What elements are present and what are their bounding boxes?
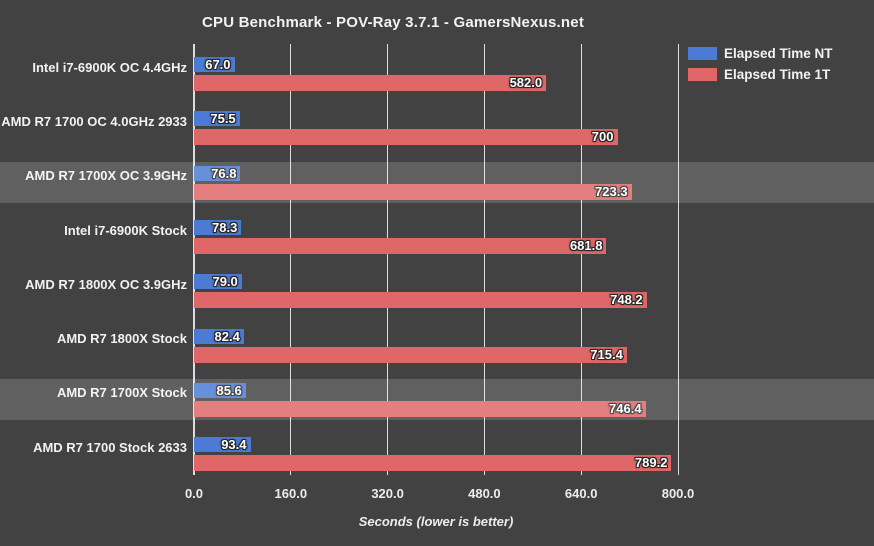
legend: Elapsed Time NT Elapsed Time 1T bbox=[688, 47, 833, 89]
bar-elapsed-1t: 700 bbox=[194, 129, 618, 146]
bar-elapsed-nt: 75.5 bbox=[194, 111, 240, 127]
x-axis-label: Seconds (lower is better) bbox=[358, 514, 514, 529]
bar-elapsed-nt: 79.0 bbox=[194, 274, 242, 290]
bar-elapsed-1t: 789.2 bbox=[194, 455, 672, 472]
category-label: AMD R7 1800X Stock bbox=[56, 331, 187, 347]
bar-elapsed-nt: 85.6 bbox=[194, 382, 246, 398]
bar-elapsed-nt: 82.4 bbox=[194, 328, 244, 344]
x-tick-label: 640.0 bbox=[564, 486, 598, 501]
y-axis-line bbox=[192, 44, 195, 475]
category-label: AMD R7 1700X Stock bbox=[56, 385, 187, 401]
x-tick-label: 0.0 bbox=[184, 486, 204, 501]
bar-elapsed-nt: 67.0 bbox=[194, 57, 235, 72]
x-tick-label: 800.0 bbox=[661, 486, 695, 501]
gridline bbox=[483, 44, 485, 475]
category-label: AMD R7 1700 OC 4.0GHz 2933 bbox=[1, 113, 187, 129]
category-label: AMD R7 1700X OC 3.9GHz bbox=[25, 168, 187, 184]
chart-title: CPU Benchmark - POV-Ray 3.7.1 - GamersNe… bbox=[201, 14, 585, 31]
bar-elapsed-1t: 715.4 bbox=[194, 346, 627, 363]
bar-elapsed-1t: 582.0 bbox=[194, 75, 547, 91]
bar-elapsed-1t: 681.8 bbox=[194, 237, 607, 254]
bar-elapsed-1t: 723.3 bbox=[194, 183, 632, 200]
bar-elapsed-1t: 748.2 bbox=[194, 292, 647, 309]
category-label: Intel i7-6900K OC 4.4GHz bbox=[32, 59, 187, 75]
legend-swatch-1t-icon bbox=[688, 68, 717, 81]
gridline bbox=[677, 44, 679, 475]
x-tick-label: 320.0 bbox=[371, 486, 404, 501]
gridline bbox=[290, 44, 292, 475]
bar-elapsed-nt: 76.8 bbox=[194, 165, 241, 181]
legend-entry-1t: Elapsed Time 1T bbox=[688, 68, 833, 81]
gridline bbox=[387, 44, 389, 475]
bar-elapsed-nt: 93.4 bbox=[194, 437, 251, 453]
x-tick-label: 480.0 bbox=[468, 486, 501, 501]
legend-label-1t: Elapsed Time 1T bbox=[724, 67, 831, 82]
legend-swatch-nt-icon bbox=[688, 47, 717, 60]
legend-label-nt: Elapsed Time NT bbox=[724, 46, 833, 61]
gridline bbox=[580, 44, 582, 475]
x-tick-label: 160.0 bbox=[274, 486, 308, 501]
category-label: AMD R7 1800X OC 3.9GHz bbox=[25, 276, 187, 292]
category-label: AMD R7 1700 Stock 2633 bbox=[33, 439, 187, 455]
bar-elapsed-nt: 78.3 bbox=[194, 219, 242, 235]
legend-entry-nt: Elapsed Time NT bbox=[688, 47, 833, 60]
category-label: Intel i7-6900K Stock bbox=[64, 222, 187, 238]
bar-elapsed-1t: 746.4 bbox=[194, 400, 646, 417]
